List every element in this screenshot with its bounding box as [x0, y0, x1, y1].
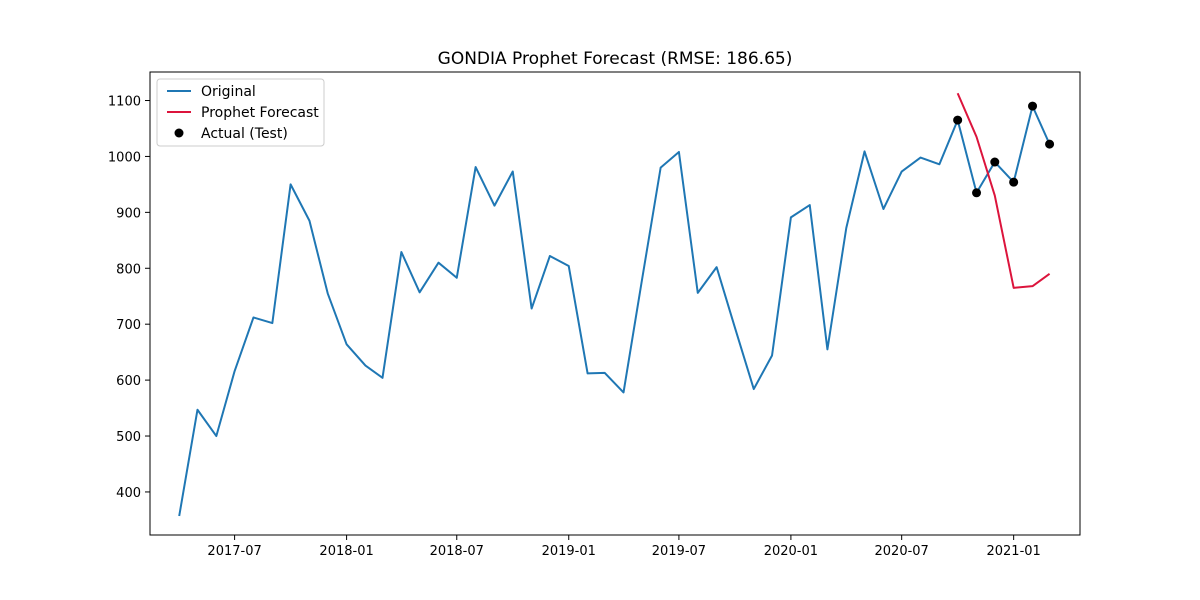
scatter-point-actual-test: [1045, 139, 1055, 149]
x-tick-label: 2017-07: [207, 544, 261, 559]
x-tick-label: 2018-07: [430, 544, 484, 559]
y-tick-label: 1000: [108, 150, 141, 165]
y-tick-label: 1100: [108, 95, 141, 110]
scatter-point-actual-test: [953, 115, 963, 125]
legend-label-original: Original: [201, 84, 256, 100]
y-axis: 400 500 600 700 800 900 1000 1100: [108, 95, 150, 501]
x-tick-label: 2021-01: [986, 544, 1040, 559]
scatter-point-actual-test: [972, 188, 982, 198]
legend-label-actual-test: Actual (Test): [201, 126, 288, 142]
y-tick-label: 700: [116, 318, 141, 333]
x-tick-label: 2020-07: [875, 544, 929, 559]
series-line-original: [178, 105, 1051, 517]
scatter-point-actual-test: [990, 157, 1000, 167]
series-layer: [178, 92, 1055, 517]
y-tick-label: 600: [116, 374, 141, 389]
plot-area: [149, 71, 1081, 536]
y-tick-label: 800: [116, 262, 141, 277]
scatter-point-actual-test: [1028, 101, 1038, 111]
legend-label-prophet-forecast: Prophet Forecast: [201, 105, 319, 121]
y-tick-label: 900: [116, 206, 141, 221]
x-tick-label: 2018-01: [319, 544, 373, 559]
x-tick-label: 2019-01: [542, 544, 596, 559]
x-tick-label: 2019-07: [652, 544, 706, 559]
x-axis: 2017-07 2018-01 2018-07 2019-01 2019-07 2020-…: [207, 535, 1041, 559]
series-line-prophet-forecast: [956, 92, 1051, 289]
y-tick-label: 500: [116, 430, 141, 445]
y-tick-label: 400: [116, 486, 141, 501]
scatter-point-actual-test: [1009, 177, 1019, 187]
legend: Original Prophet Forecast Actual (Test): [156, 78, 325, 147]
chart-title: GONDIA Prophet Forecast (RMSE: 186.65): [438, 49, 793, 69]
legend-box: [156, 78, 325, 147]
legend-swatch-actual-test: [174, 128, 184, 138]
x-tick-label: 2020-01: [764, 544, 818, 559]
